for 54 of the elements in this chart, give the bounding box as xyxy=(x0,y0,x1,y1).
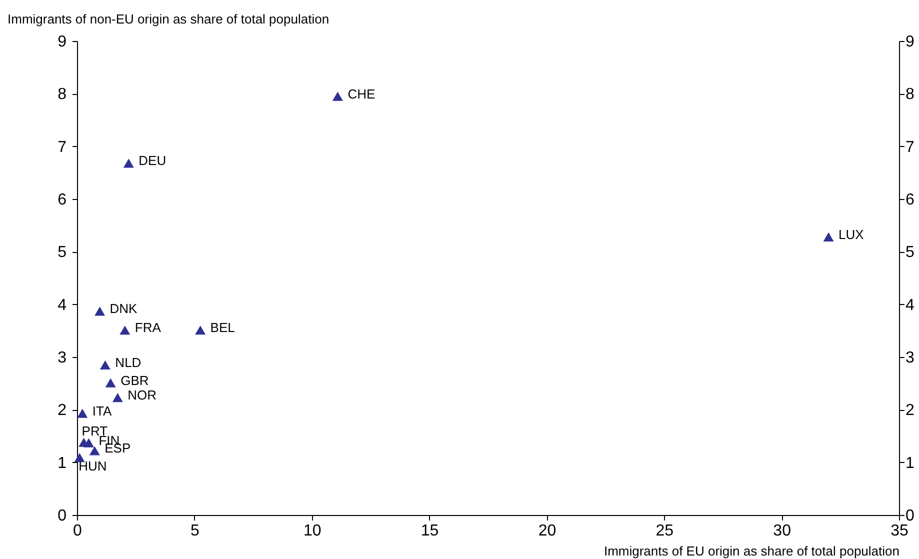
point xyxy=(94,306,106,316)
y2-tick-label: 0 xyxy=(906,508,914,524)
y-tick-label: 4 xyxy=(58,296,67,314)
data-label: NOR xyxy=(128,388,157,403)
y-tick-label: 3 xyxy=(58,350,67,366)
data-label: BEL xyxy=(210,320,235,336)
x-tick-label: 25 xyxy=(656,522,674,540)
data-label: GBR xyxy=(120,372,149,388)
point xyxy=(123,158,134,168)
y2-tick-label: 8 xyxy=(906,86,914,104)
x-tick-label: 0 xyxy=(73,522,82,540)
point xyxy=(112,393,123,402)
x-tick-label: 30 xyxy=(773,522,792,540)
y-tick-label: 6 xyxy=(58,192,67,208)
y-tick-label: 8 xyxy=(58,86,67,104)
data-label: DNK xyxy=(110,301,138,316)
y2-tick-label: 1 xyxy=(906,454,914,472)
x-tick-label: 5 xyxy=(190,522,200,540)
y2-tick-label: 3 xyxy=(906,350,914,366)
point xyxy=(823,232,834,242)
data-label: HUN xyxy=(78,458,107,474)
y-tick-label: 2 xyxy=(58,402,67,420)
point xyxy=(100,360,110,370)
x-tick-label: 20 xyxy=(538,522,556,540)
point xyxy=(74,453,85,462)
point xyxy=(84,438,94,448)
y2-tick-label: 4 xyxy=(906,296,914,314)
data-label: LUX xyxy=(838,226,864,242)
y2-tick-label: 5 xyxy=(906,244,914,262)
x-tick-label: 15 xyxy=(420,522,439,540)
y-tick-label: 9 xyxy=(58,34,67,50)
y-tick-label: 5 xyxy=(58,244,67,262)
data-label: DEU xyxy=(138,153,166,168)
y-tick-label: 0 xyxy=(58,508,67,524)
x-tick-label: 10 xyxy=(303,522,322,540)
point xyxy=(105,378,116,388)
y2-tick-label: 7 xyxy=(906,138,914,156)
point xyxy=(120,326,130,335)
point xyxy=(77,408,88,418)
y-tick-label: 1 xyxy=(58,454,67,472)
data-label: FRA xyxy=(134,320,162,336)
x-tick-label: 35 xyxy=(890,522,908,540)
data-label: CHE xyxy=(348,86,376,102)
y2-tick-label: 9 xyxy=(906,34,914,50)
point xyxy=(195,326,206,335)
data-label: ITA xyxy=(92,403,112,418)
y2-tick-label: 2 xyxy=(906,402,914,420)
point xyxy=(332,92,343,101)
x-axis-title: Immigrants of EU origin as share of total population xyxy=(604,544,900,558)
y-axis-title: Immigrants of non-EU origin as share of total population xyxy=(8,12,330,26)
data-label: NLD xyxy=(115,354,142,370)
point xyxy=(89,446,100,456)
y2-tick-label: 6 xyxy=(906,192,914,208)
y-tick-label: 7 xyxy=(58,138,67,156)
